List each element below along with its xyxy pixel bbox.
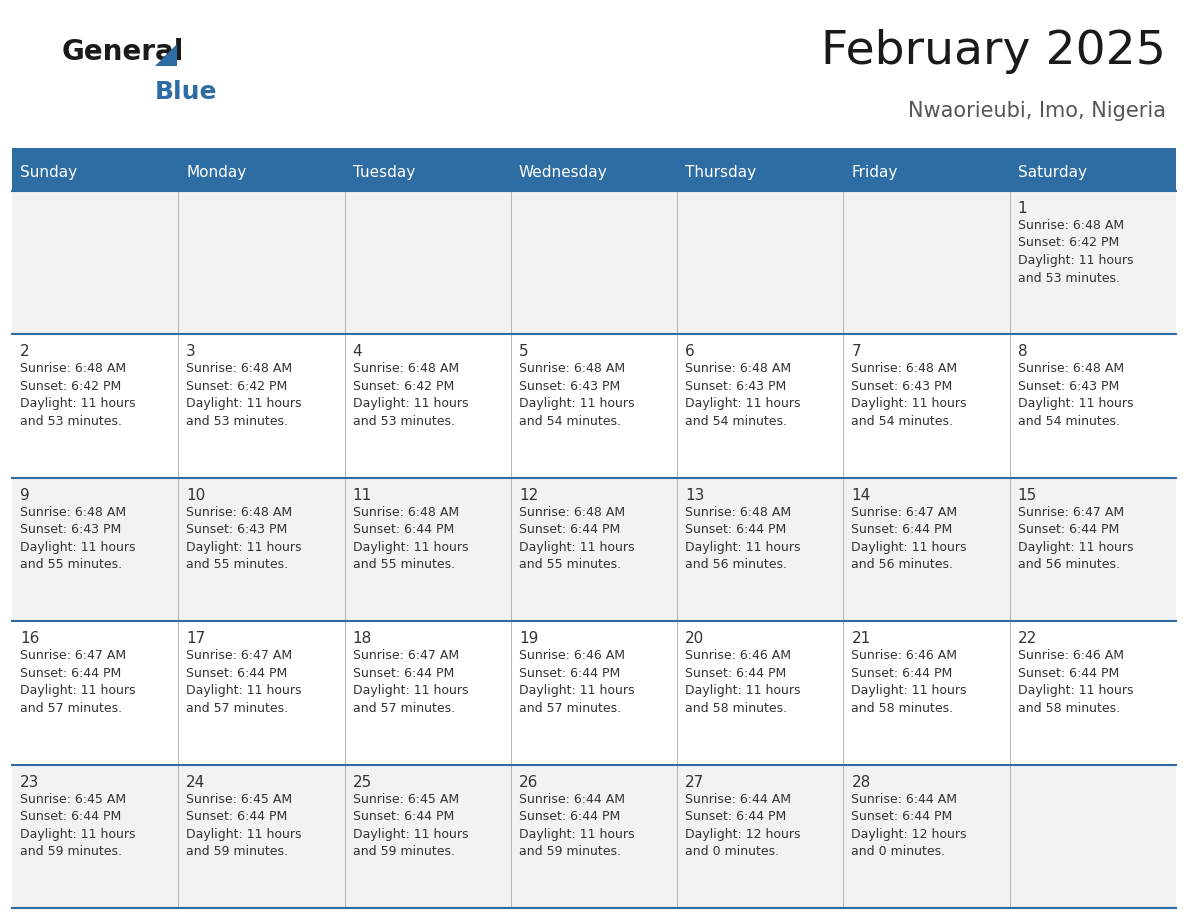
- Bar: [12, 334, 1176, 477]
- Text: Monday: Monday: [187, 164, 247, 180]
- Text: 19: 19: [519, 632, 538, 646]
- Text: Sunrise: 6:47 AM
Sunset: 6:44 PM
Daylight: 11 hours
and 56 minutes.: Sunrise: 6:47 AM Sunset: 6:44 PM Dayligh…: [1018, 506, 1133, 571]
- Text: 2: 2: [20, 344, 30, 360]
- Text: Saturday: Saturday: [1018, 164, 1087, 180]
- Text: Sunrise: 6:48 AM
Sunset: 6:43 PM
Daylight: 11 hours
and 55 minutes.: Sunrise: 6:48 AM Sunset: 6:43 PM Dayligh…: [20, 506, 135, 571]
- Polygon shape: [154, 44, 177, 66]
- Text: General: General: [62, 38, 184, 66]
- Text: 1: 1: [1018, 201, 1028, 216]
- Text: Sunrise: 6:48 AM
Sunset: 6:43 PM
Daylight: 11 hours
and 55 minutes.: Sunrise: 6:48 AM Sunset: 6:43 PM Dayligh…: [187, 506, 302, 571]
- Bar: [12, 148, 1176, 153]
- Text: Thursday: Thursday: [685, 164, 757, 180]
- Text: 27: 27: [685, 775, 704, 789]
- Text: 7: 7: [852, 344, 861, 360]
- Bar: [12, 621, 1176, 765]
- Text: Sunrise: 6:45 AM
Sunset: 6:44 PM
Daylight: 11 hours
and 59 minutes.: Sunrise: 6:45 AM Sunset: 6:44 PM Dayligh…: [20, 792, 135, 858]
- Text: 26: 26: [519, 775, 538, 789]
- Text: Sunrise: 6:47 AM
Sunset: 6:44 PM
Daylight: 11 hours
and 57 minutes.: Sunrise: 6:47 AM Sunset: 6:44 PM Dayligh…: [353, 649, 468, 715]
- Text: 8: 8: [1018, 344, 1028, 360]
- Text: 18: 18: [353, 632, 372, 646]
- Text: February 2025: February 2025: [821, 29, 1165, 74]
- Text: Sunrise: 6:48 AM
Sunset: 6:42 PM
Daylight: 11 hours
and 53 minutes.: Sunrise: 6:48 AM Sunset: 6:42 PM Dayligh…: [1018, 219, 1133, 285]
- Text: Sunday: Sunday: [20, 164, 77, 180]
- Bar: [12, 765, 1176, 908]
- Text: Wednesday: Wednesday: [519, 164, 607, 180]
- Text: 21: 21: [852, 632, 871, 646]
- Text: Sunrise: 6:47 AM
Sunset: 6:44 PM
Daylight: 11 hours
and 56 minutes.: Sunrise: 6:47 AM Sunset: 6:44 PM Dayligh…: [852, 506, 967, 571]
- Text: 28: 28: [852, 775, 871, 789]
- Text: 20: 20: [685, 632, 704, 646]
- Text: 9: 9: [20, 487, 30, 503]
- Text: Sunrise: 6:45 AM
Sunset: 6:44 PM
Daylight: 11 hours
and 59 minutes.: Sunrise: 6:45 AM Sunset: 6:44 PM Dayligh…: [187, 792, 302, 858]
- Text: 3: 3: [187, 344, 196, 360]
- Text: Sunrise: 6:44 AM
Sunset: 6:44 PM
Daylight: 12 hours
and 0 minutes.: Sunrise: 6:44 AM Sunset: 6:44 PM Dayligh…: [685, 792, 801, 858]
- Text: Sunrise: 6:46 AM
Sunset: 6:44 PM
Daylight: 11 hours
and 58 minutes.: Sunrise: 6:46 AM Sunset: 6:44 PM Dayligh…: [852, 649, 967, 715]
- Text: Tuesday: Tuesday: [353, 164, 415, 180]
- Text: Sunrise: 6:48 AM
Sunset: 6:42 PM
Daylight: 11 hours
and 53 minutes.: Sunrise: 6:48 AM Sunset: 6:42 PM Dayligh…: [353, 363, 468, 428]
- Text: Sunrise: 6:47 AM
Sunset: 6:44 PM
Daylight: 11 hours
and 57 minutes.: Sunrise: 6:47 AM Sunset: 6:44 PM Dayligh…: [187, 649, 302, 715]
- Text: Sunrise: 6:48 AM
Sunset: 6:44 PM
Daylight: 11 hours
and 55 minutes.: Sunrise: 6:48 AM Sunset: 6:44 PM Dayligh…: [353, 506, 468, 571]
- Text: 12: 12: [519, 487, 538, 503]
- Text: 4: 4: [353, 344, 362, 360]
- Text: Friday: Friday: [852, 164, 898, 180]
- Text: 11: 11: [353, 487, 372, 503]
- Text: Sunrise: 6:48 AM
Sunset: 6:43 PM
Daylight: 11 hours
and 54 minutes.: Sunrise: 6:48 AM Sunset: 6:43 PM Dayligh…: [1018, 363, 1133, 428]
- Text: 17: 17: [187, 632, 206, 646]
- Text: Blue: Blue: [154, 80, 217, 104]
- Text: Sunrise: 6:46 AM
Sunset: 6:44 PM
Daylight: 11 hours
and 57 minutes.: Sunrise: 6:46 AM Sunset: 6:44 PM Dayligh…: [519, 649, 634, 715]
- Text: 6: 6: [685, 344, 695, 360]
- Text: Sunrise: 6:48 AM
Sunset: 6:43 PM
Daylight: 11 hours
and 54 minutes.: Sunrise: 6:48 AM Sunset: 6:43 PM Dayligh…: [685, 363, 801, 428]
- Text: 5: 5: [519, 344, 529, 360]
- Text: Sunrise: 6:44 AM
Sunset: 6:44 PM
Daylight: 12 hours
and 0 minutes.: Sunrise: 6:44 AM Sunset: 6:44 PM Dayligh…: [852, 792, 967, 858]
- Text: 10: 10: [187, 487, 206, 503]
- Text: 16: 16: [20, 632, 39, 646]
- Text: Sunrise: 6:48 AM
Sunset: 6:43 PM
Daylight: 11 hours
and 54 minutes.: Sunrise: 6:48 AM Sunset: 6:43 PM Dayligh…: [519, 363, 634, 428]
- Text: 15: 15: [1018, 487, 1037, 503]
- Text: 22: 22: [1018, 632, 1037, 646]
- Text: Sunrise: 6:48 AM
Sunset: 6:44 PM
Daylight: 11 hours
and 55 minutes.: Sunrise: 6:48 AM Sunset: 6:44 PM Dayligh…: [519, 506, 634, 571]
- Text: Sunrise: 6:46 AM
Sunset: 6:44 PM
Daylight: 11 hours
and 58 minutes.: Sunrise: 6:46 AM Sunset: 6:44 PM Dayligh…: [1018, 649, 1133, 715]
- Text: Nwaorieubi, Imo, Nigeria: Nwaorieubi, Imo, Nigeria: [908, 101, 1165, 121]
- Text: 13: 13: [685, 487, 704, 503]
- Text: Sunrise: 6:45 AM
Sunset: 6:44 PM
Daylight: 11 hours
and 59 minutes.: Sunrise: 6:45 AM Sunset: 6:44 PM Dayligh…: [353, 792, 468, 858]
- Text: Sunrise: 6:47 AM
Sunset: 6:44 PM
Daylight: 11 hours
and 57 minutes.: Sunrise: 6:47 AM Sunset: 6:44 PM Dayligh…: [20, 649, 135, 715]
- Text: Sunrise: 6:44 AM
Sunset: 6:44 PM
Daylight: 11 hours
and 59 minutes.: Sunrise: 6:44 AM Sunset: 6:44 PM Dayligh…: [519, 792, 634, 858]
- Text: Sunrise: 6:46 AM
Sunset: 6:44 PM
Daylight: 11 hours
and 58 minutes.: Sunrise: 6:46 AM Sunset: 6:44 PM Dayligh…: [685, 649, 801, 715]
- Text: 23: 23: [20, 775, 39, 789]
- Text: Sunrise: 6:48 AM
Sunset: 6:42 PM
Daylight: 11 hours
and 53 minutes.: Sunrise: 6:48 AM Sunset: 6:42 PM Dayligh…: [20, 363, 135, 428]
- Bar: [12, 477, 1176, 621]
- Text: 14: 14: [852, 487, 871, 503]
- Text: Sunrise: 6:48 AM
Sunset: 6:44 PM
Daylight: 11 hours
and 56 minutes.: Sunrise: 6:48 AM Sunset: 6:44 PM Dayligh…: [685, 506, 801, 571]
- Text: Sunrise: 6:48 AM
Sunset: 6:42 PM
Daylight: 11 hours
and 53 minutes.: Sunrise: 6:48 AM Sunset: 6:42 PM Dayligh…: [187, 363, 302, 428]
- Bar: [12, 191, 1176, 334]
- Text: Sunrise: 6:48 AM
Sunset: 6:43 PM
Daylight: 11 hours
and 54 minutes.: Sunrise: 6:48 AM Sunset: 6:43 PM Dayligh…: [852, 363, 967, 428]
- Text: 25: 25: [353, 775, 372, 789]
- Bar: [12, 153, 1176, 191]
- Text: 24: 24: [187, 775, 206, 789]
